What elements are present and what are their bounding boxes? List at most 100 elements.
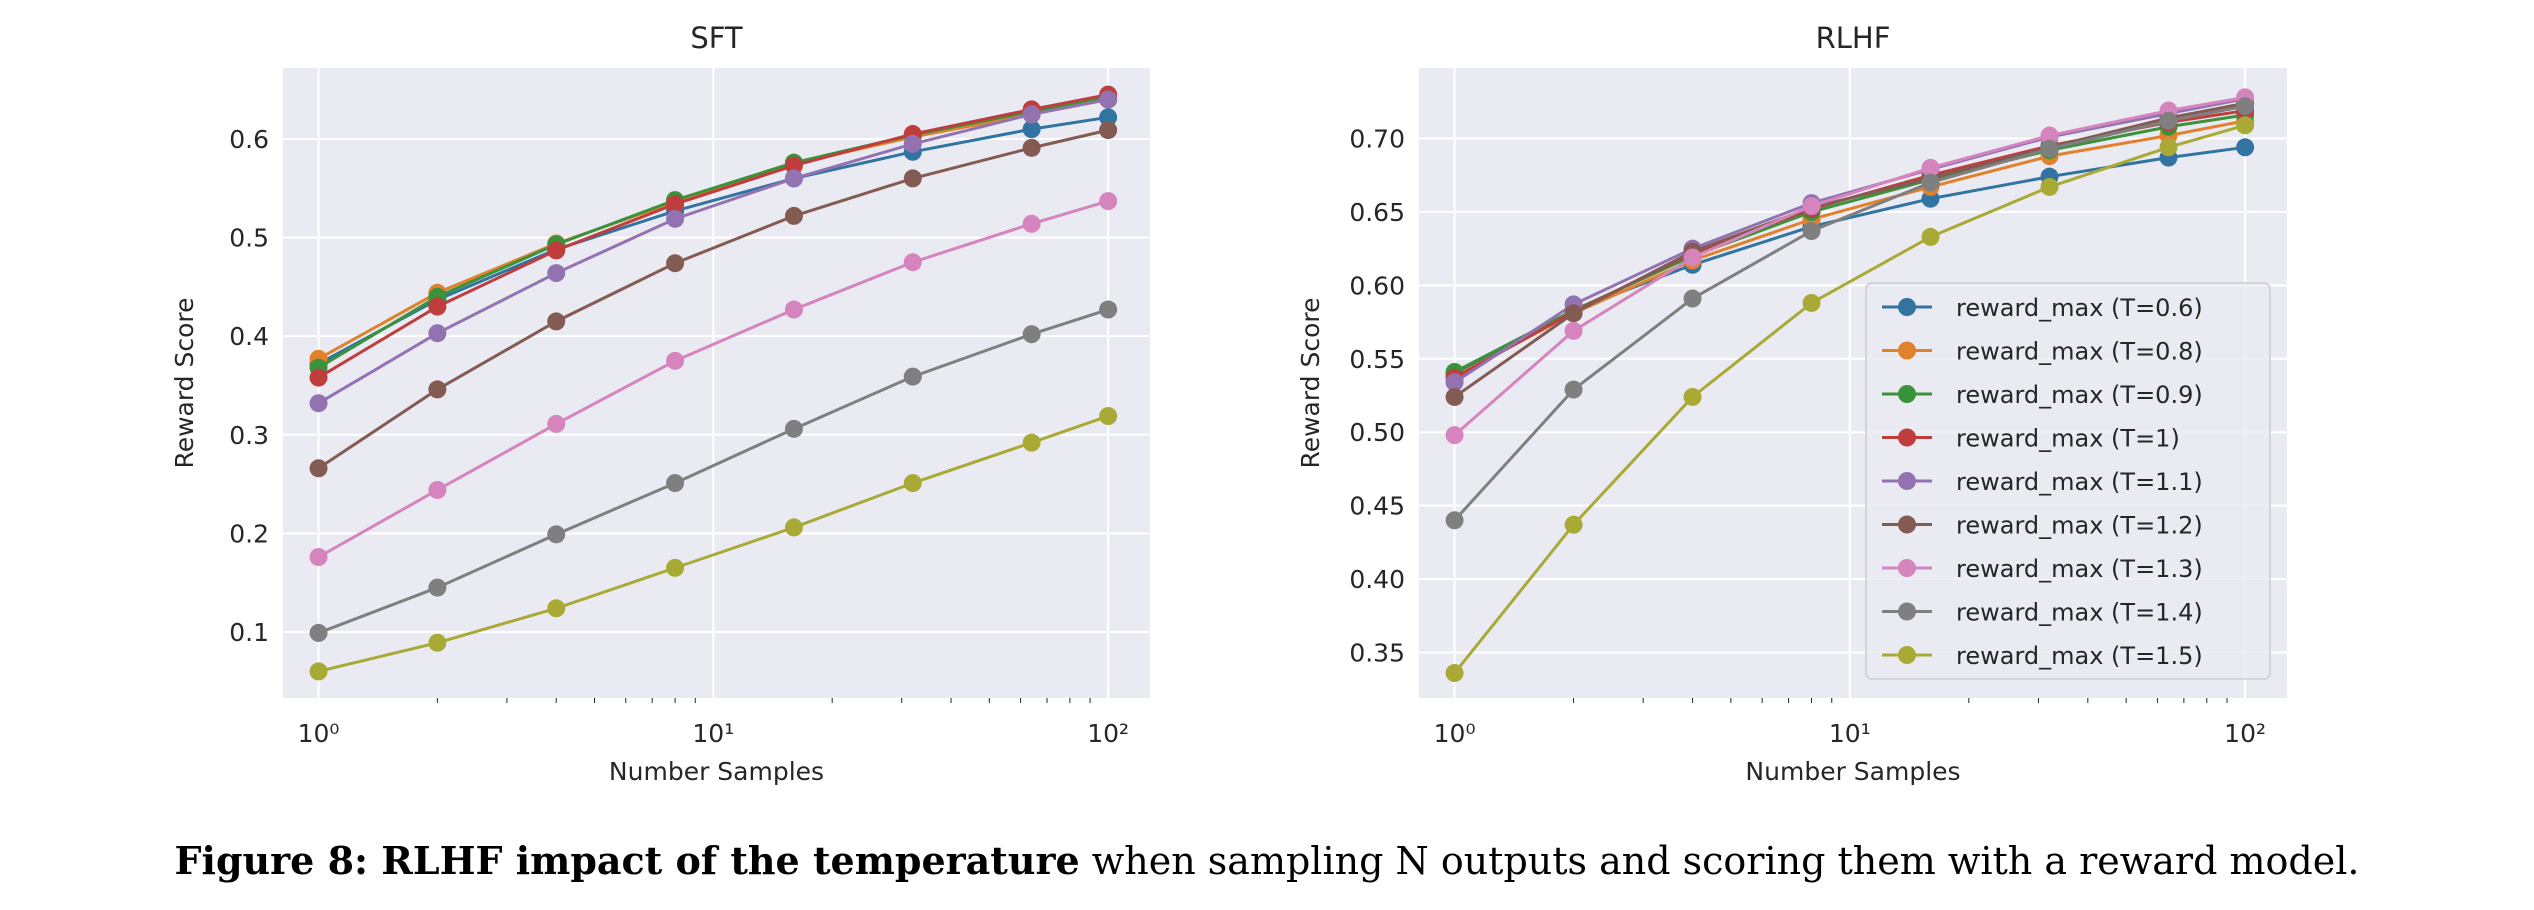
series-line — [317, 199, 1109, 559]
legend-marker — [1898, 298, 1916, 316]
data-point — [666, 351, 685, 370]
data-point — [1802, 222, 1821, 241]
y-tick-label: 0.45 — [1349, 492, 1405, 521]
data-point — [903, 134, 922, 153]
data-point — [903, 474, 922, 493]
data-point — [309, 459, 328, 478]
y-tick-label: 0.3 — [229, 421, 269, 450]
series-4 — [309, 90, 1118, 413]
data-point — [547, 599, 566, 618]
data-point — [784, 419, 803, 438]
data-point — [1099, 407, 1118, 426]
y-tick-label: 0.2 — [229, 519, 269, 548]
data-point — [547, 264, 566, 283]
y-tick-label: 0.50 — [1349, 418, 1405, 447]
data-point — [428, 297, 447, 316]
data-point — [428, 578, 447, 597]
legend-label: reward_max (T=1.2) — [1956, 512, 2203, 540]
data-point — [547, 241, 566, 260]
data-point — [309, 623, 328, 642]
caption-rest: when sampling N outputs and scoring them… — [1079, 839, 2360, 883]
plot-background — [283, 68, 1150, 698]
data-point — [666, 558, 685, 577]
chart-sft: 0.1 0.2 0.3 0.4 0.5 0.6 10⁰ 10¹ 10² SFT Number Sam… — [170, 21, 1150, 786]
series-8 — [309, 407, 1118, 681]
series-line — [317, 98, 1109, 405]
data-point — [666, 254, 685, 273]
data-point — [1683, 289, 1702, 308]
y-tick-label: 0.4 — [229, 322, 269, 351]
data-point — [1683, 248, 1702, 267]
x-axis-label: Number Samples — [1745, 757, 1960, 786]
data-point — [428, 480, 447, 499]
data-point — [1022, 120, 1041, 139]
data-point — [1022, 138, 1041, 157]
data-point — [1921, 158, 1940, 177]
legend-label: reward_max (T=1.5) — [1956, 642, 2203, 670]
y-tick-label: 0.6 — [229, 125, 269, 154]
series-line — [1453, 101, 2246, 399]
series-6 — [1445, 88, 2255, 445]
data-point — [666, 195, 685, 214]
data-point — [1445, 511, 1464, 530]
data-point — [547, 312, 566, 331]
caption-bold: Figure 8: RLHF impact of the temperature — [174, 838, 1080, 883]
series-6 — [309, 192, 1118, 567]
data-point — [784, 169, 803, 188]
data-point — [1022, 433, 1041, 452]
series-line — [317, 115, 1109, 366]
data-point — [309, 368, 328, 387]
data-point — [547, 414, 566, 433]
data-point — [1099, 90, 1118, 109]
data-point — [2159, 138, 2178, 157]
x-tick-label: 10² — [2224, 719, 2266, 748]
series-line — [318, 414, 1109, 673]
series-line — [317, 93, 1109, 379]
data-point — [1445, 373, 1464, 392]
chart-title: RLHF — [1816, 21, 1891, 55]
y-axis-label: Reward Score — [170, 297, 199, 468]
legend-box — [1865, 282, 2271, 680]
data-point — [1683, 387, 1702, 406]
legend-marker — [1898, 559, 1916, 577]
data-point — [1022, 105, 1041, 124]
data-point — [428, 633, 447, 652]
data-point — [666, 474, 685, 493]
x-tick-label: 10² — [1087, 719, 1129, 748]
data-point — [2040, 177, 2059, 196]
series-line — [1453, 95, 2246, 437]
legend-label: reward_max (T=1.1) — [1956, 468, 2203, 496]
data-point — [428, 380, 447, 399]
data-point — [1445, 387, 1464, 406]
data-point — [1022, 325, 1041, 344]
series-5 — [309, 121, 1118, 478]
data-point — [2040, 139, 2059, 158]
x-axis-label: Number Samples — [609, 757, 824, 786]
data-point — [903, 169, 922, 188]
x-tick-label: 10⁰ — [298, 719, 340, 748]
y-tick-label: 0.35 — [1349, 638, 1405, 667]
data-point — [1564, 321, 1583, 340]
chart-rlhf: 0.35 0.40 0.45 0.50 0.55 0.60 0.65 0.70 10⁰ 10¹ 10… — [1296, 21, 2287, 786]
data-point — [1099, 121, 1118, 140]
data-point — [1564, 380, 1583, 399]
legend-label: reward_max (T=1.4) — [1956, 599, 2203, 627]
series-line — [317, 308, 1109, 635]
series-7 — [1445, 97, 2255, 530]
data-point — [784, 300, 803, 319]
data-point — [1099, 192, 1118, 211]
data-point — [1802, 197, 1821, 216]
data-point — [309, 662, 328, 681]
data-point — [2236, 138, 2255, 157]
data-point — [784, 156, 803, 175]
data-point — [1564, 304, 1583, 323]
data-point — [1921, 227, 1940, 246]
y-tick-label: 0.70 — [1349, 124, 1405, 153]
data-point — [428, 324, 447, 343]
y-tick-label: 0.65 — [1349, 198, 1405, 227]
legend-label: reward_max (T=1) — [1956, 425, 2180, 453]
legend-label: reward_max (T=1.3) — [1956, 555, 2203, 583]
legend-marker — [1898, 602, 1916, 621]
data-point — [784, 518, 803, 537]
